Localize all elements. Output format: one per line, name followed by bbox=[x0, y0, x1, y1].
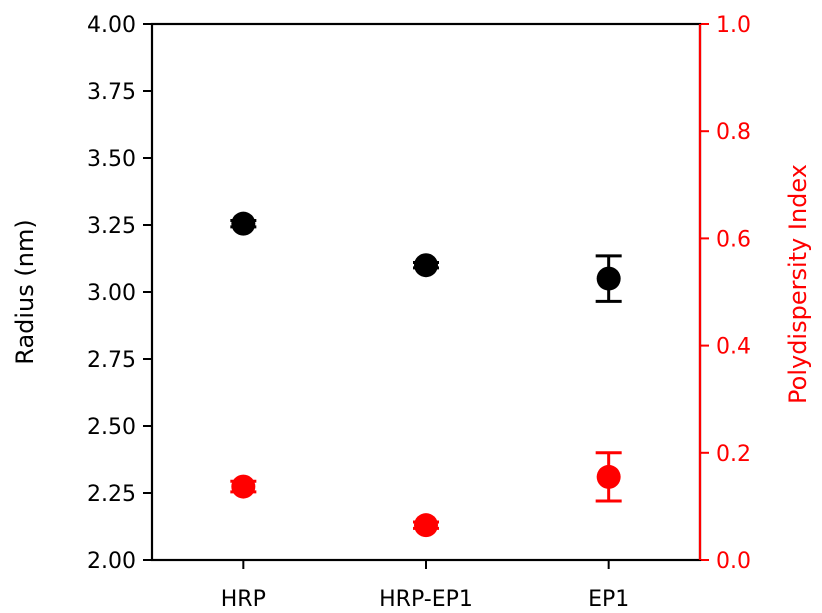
right-tick-label: 1.0 bbox=[716, 13, 751, 38]
data-point bbox=[596, 464, 621, 489]
right-tick-label: 0.8 bbox=[716, 120, 751, 145]
left-tick-label: 3.50 bbox=[87, 147, 136, 172]
left-tick-label: 2.25 bbox=[87, 482, 136, 507]
left-tick-label: 2.00 bbox=[87, 549, 136, 574]
right-tick-label: 0.0 bbox=[716, 549, 751, 574]
series-layer bbox=[230, 211, 622, 538]
right-axis-title: Polydispersity Index bbox=[784, 164, 812, 404]
left-tick-label: 3.75 bbox=[87, 80, 136, 105]
x-tick-label: HRP bbox=[221, 587, 266, 612]
left-axis-ticks: 2.00 2.25 2.50 2.75 3.00 3.25 3.50 3.75 4.00 bbox=[87, 13, 152, 574]
x-tick-label: EP1 bbox=[588, 587, 629, 612]
right-tick-label: 0.4 bbox=[716, 335, 751, 360]
right-tick-label: 0.2 bbox=[716, 442, 751, 467]
right-tick-label: 0.6 bbox=[716, 227, 751, 252]
left-tick-label: 3.25 bbox=[87, 214, 136, 239]
left-tick-label: 3.00 bbox=[87, 281, 136, 306]
data-point bbox=[596, 266, 621, 291]
data-point bbox=[414, 253, 438, 278]
data-point bbox=[231, 474, 256, 499]
x-axis-ticks: HRP HRP-EP1 EP1 bbox=[221, 560, 629, 612]
left-tick-label: 2.75 bbox=[87, 348, 136, 373]
left-tick-label: 4.00 bbox=[87, 13, 136, 38]
x-tick-label: HRP-EP1 bbox=[379, 587, 473, 612]
left-tick-label: 2.50 bbox=[87, 415, 136, 440]
left-axis-title: Radius (nm) bbox=[11, 219, 39, 364]
data-point bbox=[231, 211, 256, 236]
right-axis-ticks: 0.0 0.2 0.4 0.6 0.8 1.0 bbox=[700, 13, 751, 574]
data-point bbox=[414, 513, 438, 538]
